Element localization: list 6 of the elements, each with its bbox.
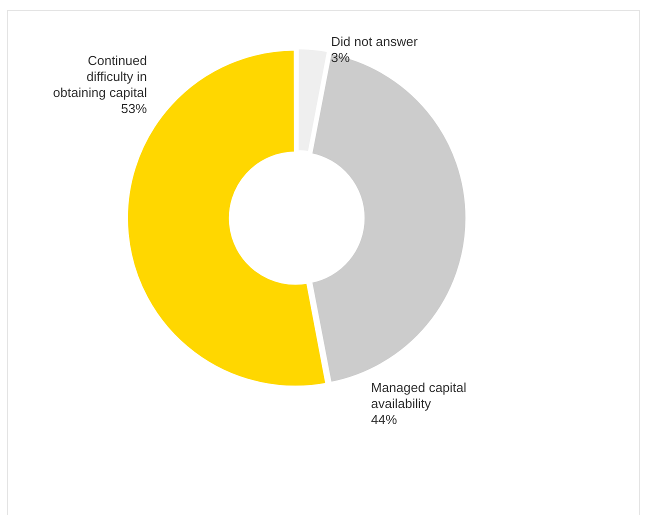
slice-label: Managed capital availability xyxy=(371,380,467,412)
data-label: 44% xyxy=(371,412,398,428)
data-label: 53% xyxy=(120,101,148,116)
slice-label: Did not answer xyxy=(331,34,418,50)
data-label: 3% xyxy=(331,50,350,66)
slice-label: Continued difficulty in obtaining capital xyxy=(53,53,148,100)
